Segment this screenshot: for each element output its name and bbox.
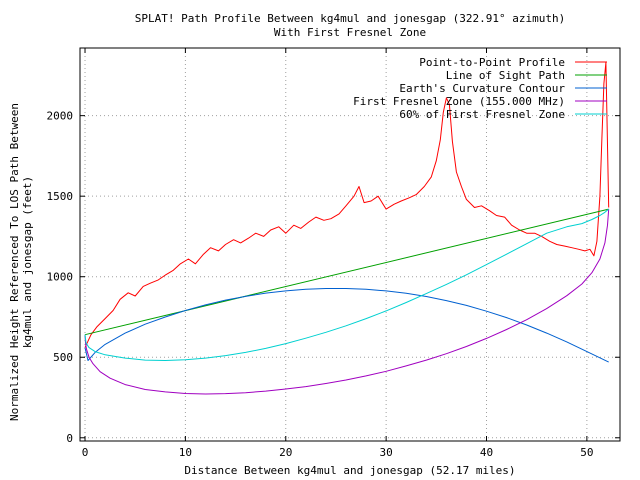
x-tick-label: 50	[580, 446, 593, 459]
legend-label: Point-to-Point Profile	[419, 56, 565, 69]
chart-subtitle: With First Fresnel Zone	[274, 26, 426, 39]
chart-title: SPLAT! Path Profile Between kg4mul and j…	[135, 12, 565, 25]
y-tick-label: 2000	[47, 110, 74, 123]
grid-lines	[80, 48, 620, 441]
x-tick-label: 30	[380, 446, 393, 459]
x-tick-label: 40	[480, 446, 493, 459]
x-tick-label: 10	[179, 446, 192, 459]
series-line-2	[84, 208, 609, 336]
y-axis-label-line1: Normalized Height Referenced To LOS Path…	[8, 103, 21, 421]
x-tick-label: 0	[82, 446, 89, 459]
legend-label: 60% of First Fresnel Zone	[399, 108, 565, 121]
y-axis-label-line2: kg4mul and jonesgap (feet)	[21, 176, 34, 348]
x-tick-label: 20	[279, 446, 292, 459]
series-line-3	[84, 288, 609, 363]
series-line-1	[84, 62, 610, 348]
legend-label: Line of Sight Path	[446, 69, 565, 82]
series-lines	[84, 62, 610, 395]
y-tick-label: 1500	[47, 190, 74, 203]
series-line-5	[84, 208, 610, 361]
legend-label: Earth's Curvature Contour	[399, 82, 565, 95]
legend-label: First Fresnel Zone (155.000 MHz)	[353, 95, 565, 108]
x-axis-label: Distance Between kg4mul and jonesgap (52…	[184, 464, 515, 477]
plot-frame	[79, 47, 621, 442]
y-tick-label: 500	[53, 351, 73, 364]
series-line-4	[84, 209, 610, 395]
y-tick-label: 1000	[47, 271, 74, 284]
y-tick-label: 0	[66, 432, 73, 445]
